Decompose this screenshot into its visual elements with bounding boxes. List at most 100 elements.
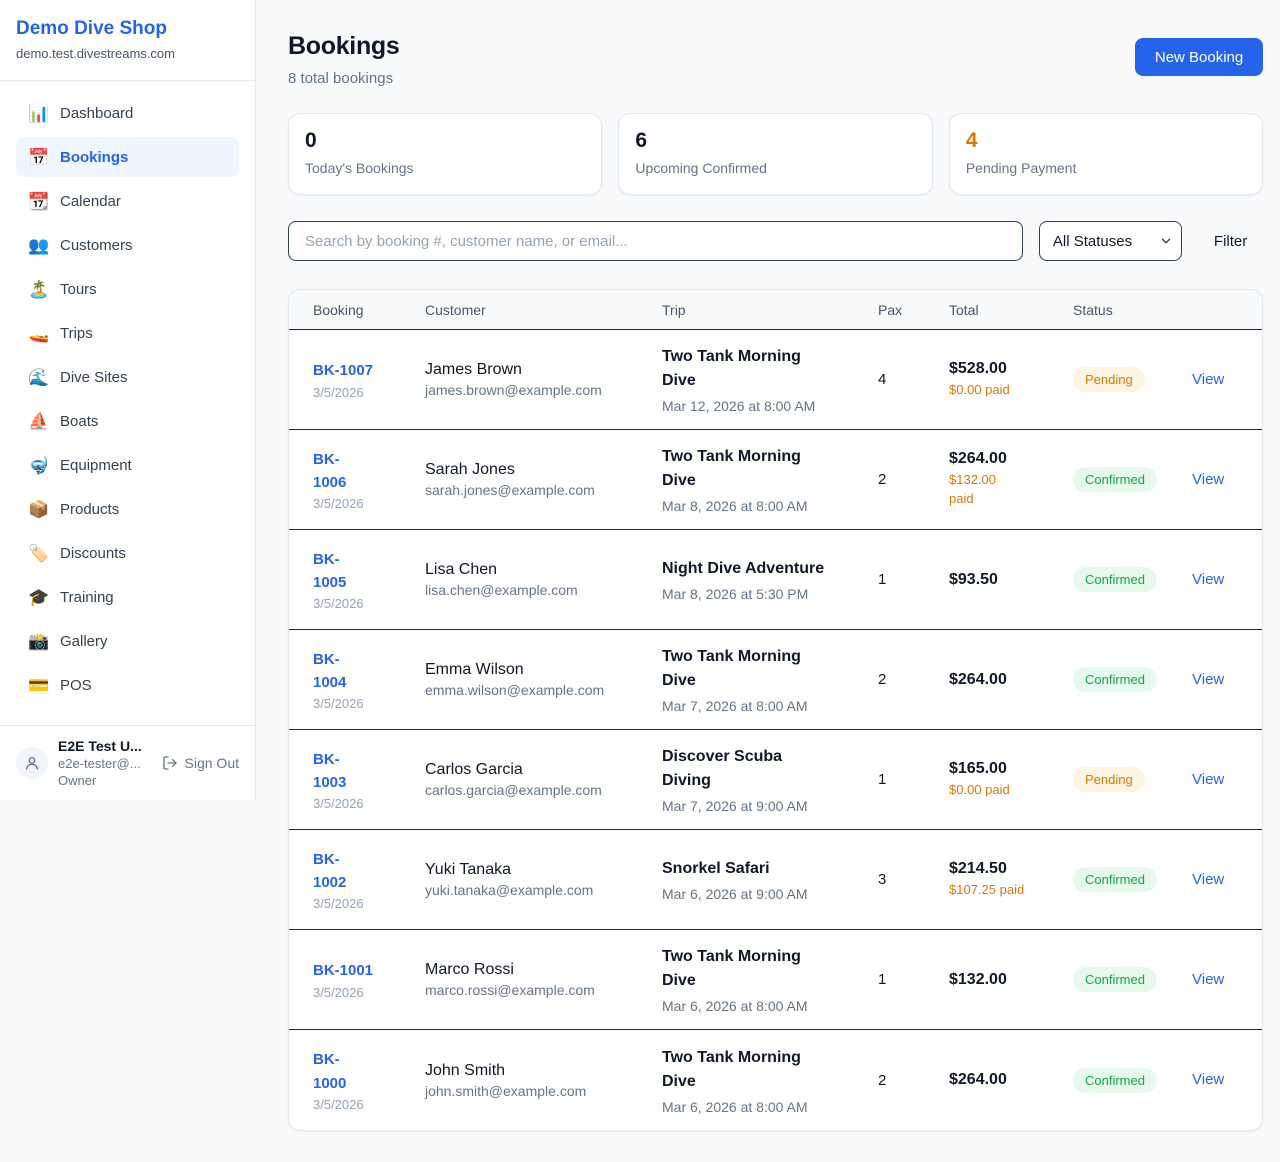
nav-item-label: Equipment (60, 456, 132, 474)
nav-item-label: Dive Sites (60, 368, 128, 386)
pax-count: 2 (878, 1071, 887, 1089)
booking-cell: BK- 1000 3/5/2026 (313, 1048, 425, 1112)
sidebar-item-discounts[interactable]: 🏷️ Discounts (16, 533, 239, 573)
new-booking-button[interactable]: New Booking (1134, 38, 1264, 76)
nav-item-label: Products (60, 500, 120, 518)
booking-cell: BK- 1002 3/5/2026 (313, 848, 425, 912)
booking-id-link[interactable]: BK-1001 (313, 962, 374, 980)
customer-cell: Marco Rossi marco.rossi@example.com (425, 961, 662, 998)
trip-datetime: Mar 7, 2026 at 8:00 AM (662, 698, 808, 714)
filter-button[interactable]: Filter (1213, 232, 1248, 250)
total-cell: $264.00 (949, 1071, 1073, 1089)
total-cell: $264.00 (949, 671, 1073, 689)
trip-cell: Two Tank Morning Dive Mar 6, 2026 at 8:0… (662, 1046, 878, 1115)
trip-name: Two Tank Morning Dive (662, 648, 801, 689)
booking-date: 3/5/2026 (313, 696, 364, 712)
status-filter-select[interactable]: All Statuses (1038, 221, 1182, 261)
column-header-status: Status (1073, 301, 1113, 318)
status-cell: Confirmed (1073, 867, 1192, 892)
nav-item-label: Boats (60, 412, 99, 430)
nav-item-label: POS (60, 676, 92, 694)
trip-name: Two Tank Morning Dive (662, 348, 801, 389)
total-cell: $93.50 (949, 571, 1073, 589)
view-cell: View (1192, 471, 1238, 489)
view-cell: View (1192, 871, 1238, 889)
stat-label: Upcoming Confirmed (635, 160, 767, 177)
booking-cell: BK- 1004 3/5/2026 (313, 648, 425, 712)
trip-name: Two Tank Morning Dive (662, 448, 801, 489)
customer-name: James Brown (425, 361, 522, 378)
booking-id-link[interactable]: BK- 1004 (313, 650, 347, 691)
view-link[interactable]: View (1192, 1071, 1225, 1088)
customer-cell: Sarah Jones sarah.jones@example.com (425, 461, 662, 498)
person-icon (26, 757, 38, 770)
booking-id-link[interactable]: BK- 1003 (313, 750, 347, 791)
sidebar-item-trips[interactable]: 🚤 Trips (16, 313, 239, 353)
table-row: BK- 1004 3/5/2026 Emma Wilson emma.wilso… (289, 630, 1263, 730)
view-link[interactable]: View (1192, 870, 1225, 888)
view-link[interactable]: View (1192, 670, 1225, 688)
booking-id-link[interactable]: BK- 1000 (313, 1051, 347, 1092)
user-email: e2e-tester@... (58, 756, 141, 771)
nav-item-label: Tours (60, 280, 97, 298)
sidebar-item-dashboard[interactable]: 📊 Dashboard (16, 93, 239, 133)
nav-item-label: Training (60, 588, 114, 606)
booking-cell: BK-1007 3/5/2026 (313, 359, 425, 399)
customer-email: yuki.tanaka@example.com (425, 882, 594, 898)
trip-name: Night Dive Adventure (662, 560, 825, 577)
trip-datetime: Mar 6, 2026 at 9:00 AM (662, 886, 808, 902)
trip-cell: Two Tank Morning Dive Mar 7, 2026 at 8:0… (662, 645, 878, 714)
customer-cell: Emma Wilson emma.wilson@example.com (425, 661, 662, 698)
stat-card: 6 Upcoming Confirmed (618, 113, 933, 195)
sidebar-item-customers[interactable]: 👥 Customers (16, 225, 239, 265)
nav-item-icon: 📸 (28, 631, 50, 651)
booking-id-link[interactable]: BK- 1002 (313, 850, 347, 891)
nav-item-label: Customers (60, 236, 133, 254)
view-link[interactable]: View (1192, 470, 1225, 488)
table-header-row: Booking Customer Trip Pax Total Status (289, 290, 1263, 330)
bookings-table: Booking Customer Trip Pax Total Status B… (288, 289, 1264, 1131)
trip-cell: Two Tank Morning Dive Mar 8, 2026 at 8:0… (662, 445, 878, 514)
user-name: E2E Test U... (58, 738, 142, 754)
total-amount: $214.50 (949, 859, 1007, 877)
booking-id-link[interactable]: BK-1007 (313, 362, 374, 380)
sidebar-item-pos[interactable]: 💳 POS (16, 665, 239, 705)
view-link[interactable]: View (1192, 370, 1225, 388)
sidebar-item-training[interactable]: 🎓 Training (16, 577, 239, 617)
sidebar-item-bookings[interactable]: 📅 Bookings (16, 137, 239, 177)
sidebar-item-calendar[interactable]: 📆 Calendar (16, 181, 239, 221)
view-link[interactable]: View (1192, 770, 1225, 788)
booking-id-link[interactable]: BK- 1006 (313, 450, 347, 491)
column-header-pax: Pax (878, 301, 903, 318)
user-info: E2E Test U... e2e-tester@... Owner (58, 738, 152, 788)
booking-date: 3/5/2026 (313, 984, 364, 1000)
sidebar-item-products[interactable]: 📦 Products (16, 489, 239, 529)
customer-name: Sarah Jones (425, 461, 515, 478)
total-amount: $528.00 (949, 359, 1007, 377)
sidebar-item-boats[interactable]: ⛵ Boats (16, 401, 239, 441)
sidebar-item-equipment[interactable]: 🤿 Equipment (16, 445, 239, 485)
nav-item-label: Bookings (60, 148, 129, 166)
sidebar-item-tours[interactable]: 🏝️ Tours (16, 269, 239, 309)
status-badge: Confirmed (1073, 867, 1157, 892)
trip-name: Two Tank Morning Dive (662, 948, 801, 989)
sidebar-item-dive-sites[interactable]: 🌊 Dive Sites (16, 357, 239, 397)
view-link[interactable]: View (1192, 970, 1225, 988)
trip-name: Two Tank Morning Dive (662, 1048, 801, 1090)
avatar (16, 747, 48, 779)
pax-count: 4 (878, 371, 887, 388)
sign-out-button[interactable]: Sign Out (162, 755, 239, 771)
booking-id-link[interactable]: BK- 1005 (313, 550, 347, 591)
status-badge: Confirmed (1073, 967, 1157, 992)
search-input[interactable] (288, 221, 1023, 261)
sidebar-header: Demo Dive Shop demo.test.divestreams.com (0, 0, 255, 81)
view-link[interactable]: View (1192, 570, 1225, 588)
sidebar-item-gallery[interactable]: 📸 Gallery (16, 621, 239, 661)
total-amount: $93.50 (949, 570, 998, 588)
nav-item-icon: 📆 (28, 191, 50, 211)
trip-cell: Two Tank Morning Dive Mar 6, 2026 at 8:0… (662, 945, 878, 1014)
stat-value: 4 (965, 129, 978, 152)
column-header-booking: Booking (313, 301, 364, 318)
column-header-total: Total (949, 301, 979, 318)
trip-cell: Two Tank Morning Dive Mar 12, 2026 at 8:… (662, 345, 878, 414)
